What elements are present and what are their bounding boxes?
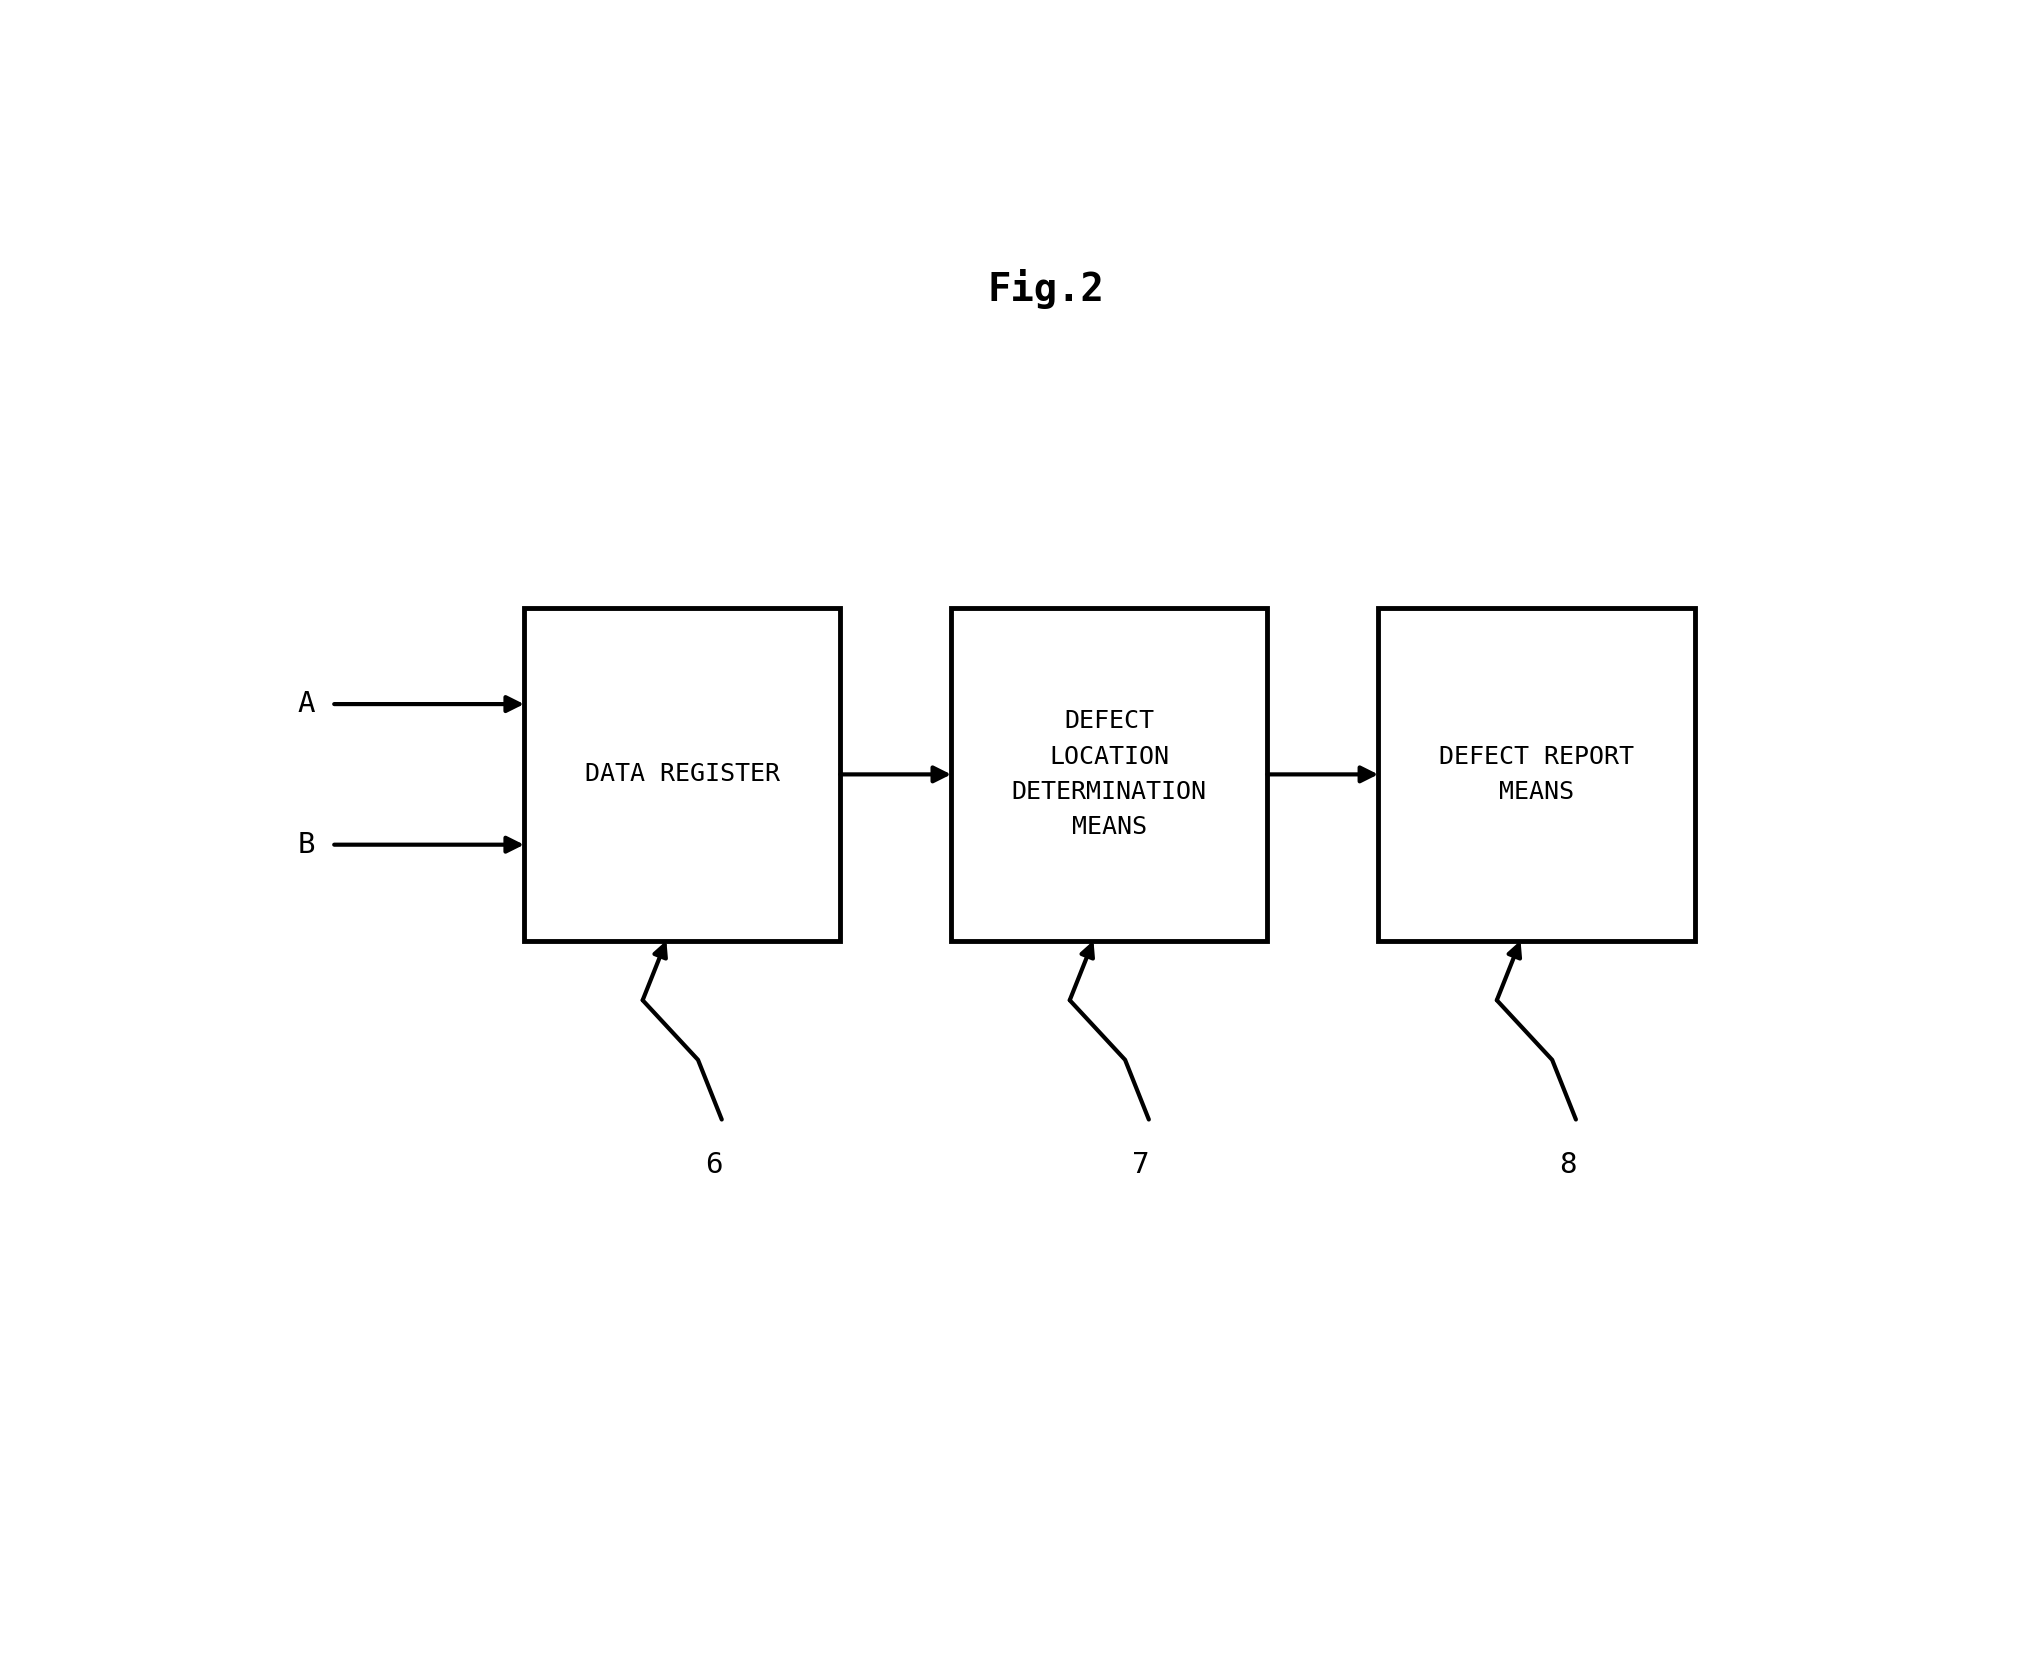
Text: Fig.2: Fig.2 xyxy=(988,269,1104,309)
Text: DEFECT
LOCATION
DETERMINATION
MEANS: DEFECT LOCATION DETERMINATION MEANS xyxy=(1012,709,1206,840)
Bar xyxy=(525,608,841,941)
Text: B: B xyxy=(298,830,314,858)
Text: DEFECT REPORT
MEANS: DEFECT REPORT MEANS xyxy=(1439,745,1635,803)
Text: 7: 7 xyxy=(1133,1152,1149,1180)
Text: 6: 6 xyxy=(704,1152,723,1180)
Bar xyxy=(951,608,1267,941)
Text: DATA REGISTER: DATA REGISTER xyxy=(584,762,780,787)
Text: 8: 8 xyxy=(1559,1152,1578,1180)
Bar xyxy=(1378,608,1694,941)
Text: A: A xyxy=(298,691,314,719)
